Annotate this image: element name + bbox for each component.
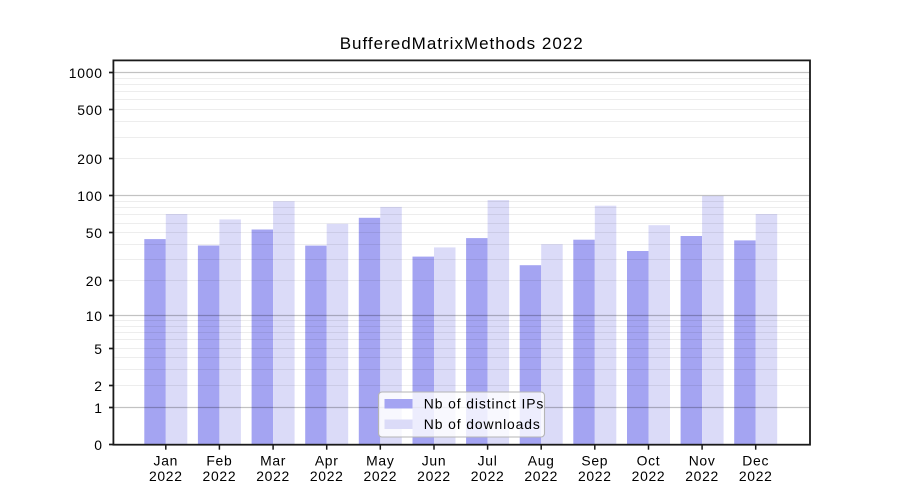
svg-text:2: 2 (94, 378, 103, 394)
svg-text:Nov: Nov (689, 453, 716, 469)
svg-text:2022: 2022 (685, 468, 719, 484)
svg-text:0: 0 (94, 437, 103, 453)
svg-text:5: 5 (94, 341, 103, 357)
svg-text:500: 500 (77, 102, 103, 118)
svg-text:Mar: Mar (260, 453, 286, 469)
svg-text:20: 20 (86, 273, 103, 289)
svg-text:50: 50 (86, 225, 103, 241)
svg-text:1: 1 (94, 400, 103, 416)
svg-text:2022: 2022 (149, 468, 183, 484)
svg-text:Apr: Apr (315, 453, 339, 469)
svg-text:Sep: Sep (581, 453, 608, 469)
svg-text:May: May (366, 453, 394, 469)
svg-text:2022: 2022 (310, 468, 344, 484)
svg-text:2022: 2022 (471, 468, 505, 484)
svg-text:10: 10 (86, 308, 103, 324)
svg-text:2022: 2022 (524, 468, 558, 484)
svg-text:2022: 2022 (739, 468, 773, 484)
svg-text:2022: 2022 (256, 468, 290, 484)
svg-text:BufferedMatrixMethods 2022: BufferedMatrixMethods 2022 (340, 34, 584, 53)
svg-text:2022: 2022 (363, 468, 397, 484)
svg-text:2022: 2022 (417, 468, 451, 484)
svg-text:200: 200 (77, 151, 103, 167)
svg-text:2022: 2022 (203, 468, 237, 484)
svg-text:Nb of downloads: Nb of downloads (424, 416, 541, 432)
svg-text:Nb of distinct IPs: Nb of distinct IPs (424, 395, 544, 411)
svg-text:2022: 2022 (578, 468, 612, 484)
svg-text:Oct: Oct (637, 453, 661, 469)
svg-text:Aug: Aug (528, 453, 555, 469)
svg-text:1000: 1000 (69, 65, 103, 81)
svg-text:Jun: Jun (422, 453, 447, 469)
svg-text:Feb: Feb (206, 453, 232, 469)
svg-text:Jan: Jan (154, 453, 179, 469)
svg-text:Jul: Jul (478, 453, 498, 469)
svg-text:100: 100 (77, 188, 103, 204)
svg-text:Dec: Dec (742, 453, 769, 469)
svg-text:2022: 2022 (632, 468, 666, 484)
